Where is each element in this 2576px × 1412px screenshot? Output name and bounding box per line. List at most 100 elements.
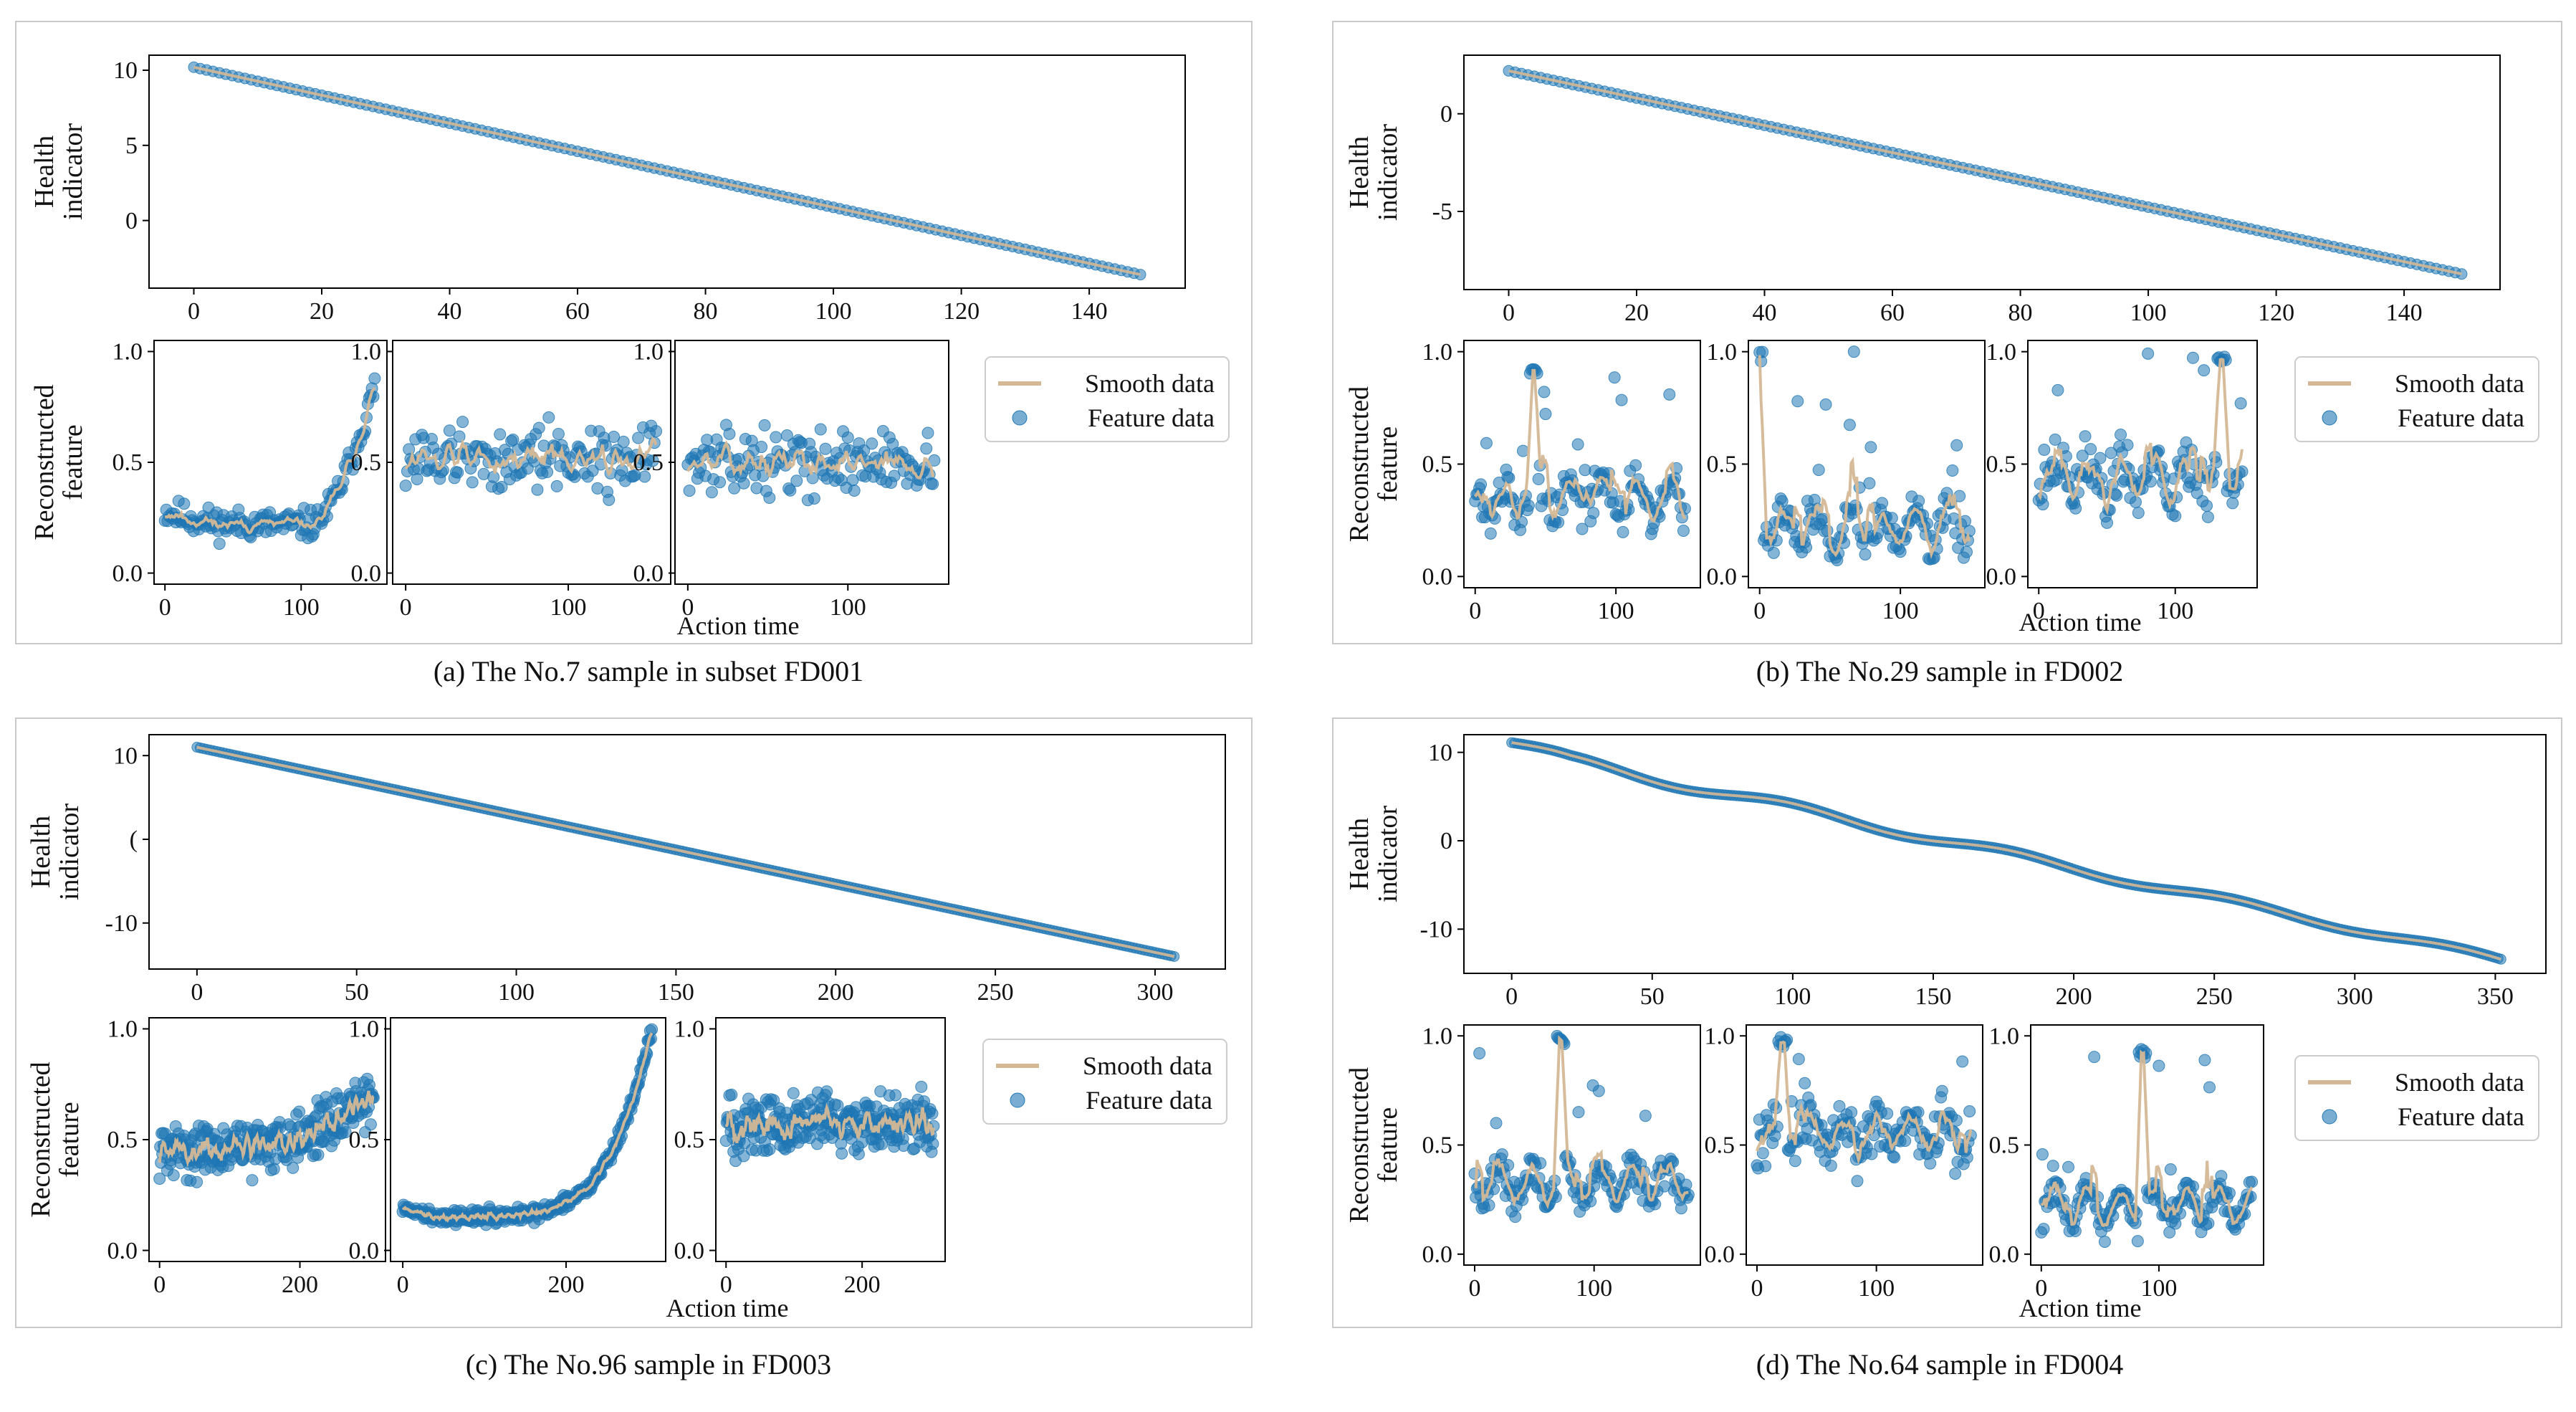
action-time-label: Action time: [2019, 1294, 2142, 1322]
recon-point: [2115, 428, 2127, 441]
recon-point: [586, 464, 599, 477]
recon-point: [780, 429, 793, 442]
recon-a-2-xtick-label: 0: [681, 594, 694, 621]
panel-border-c: [15, 717, 1253, 1328]
recon-b-1-ytick-label: 0.5: [1707, 452, 1738, 478]
legend-feature-label: Feature data: [1086, 1086, 1212, 1115]
recon-point: [1960, 545, 1973, 558]
health-b-xtick-label: 120: [2258, 300, 2294, 326]
recon-point: [178, 497, 191, 510]
recon-point: [814, 423, 827, 436]
recon-point: [638, 470, 651, 483]
recon-axis-label-line: Reconstructed: [1344, 1067, 1374, 1223]
health-b-axes-frame: [1463, 54, 2501, 290]
legend-feature-swatch: [2322, 1109, 2337, 1125]
recon-point: [820, 1085, 833, 1098]
health-axis-label-line: Health: [26, 816, 56, 888]
health-axis-label: Healthindicator: [1344, 806, 1403, 902]
recon-point: [2069, 502, 2082, 515]
recon-a-0-xtick-label: 0: [159, 594, 171, 621]
legend-feature-label: Feature data: [1088, 404, 1215, 432]
recon-b-2-xtick-label: 0: [2033, 598, 2045, 624]
recon-point: [1468, 1167, 1481, 1180]
recon-point: [1639, 1110, 1652, 1122]
recon-b-0-ytick-label: 0.0: [1422, 564, 1453, 591]
recon-d-2-xtick-label: 100: [2140, 1275, 2177, 1302]
recon-axis-label: Reconstructedfeature: [1344, 386, 1403, 542]
recon-point: [650, 425, 663, 438]
recon-point: [1847, 345, 1860, 358]
recon-point: [723, 427, 736, 440]
recon-point: [1859, 548, 1872, 560]
panel-border-b: [1332, 21, 2562, 644]
recon-point: [1845, 1106, 1858, 1119]
recon-point: [790, 474, 803, 487]
health-a-xtick-label: 100: [815, 298, 852, 325]
recon-b-1-xtick-label: 100: [1882, 598, 1919, 624]
legend-smooth-label: Smooth data: [2395, 369, 2524, 398]
recon-point: [453, 430, 466, 443]
health-b-xtick-label: 0: [1503, 300, 1515, 326]
recon-point: [1538, 386, 1551, 399]
recon-point: [2098, 1235, 2111, 1248]
recon-point: [714, 476, 727, 489]
recon-point: [1776, 495, 1789, 507]
health-a-xtick-label: 20: [310, 298, 334, 325]
health-d-ytick-label: 10: [1428, 740, 1452, 766]
recon-point: [2153, 1059, 2165, 1072]
recon-point: [2226, 497, 2239, 510]
recon-a-1-ytick-label: 0.5: [351, 449, 382, 476]
recon-point: [456, 416, 469, 429]
recon-point: [1876, 497, 1889, 510]
recon-b-1-ytick-label: 1.0: [1707, 339, 1738, 366]
recon-smooth-line: [164, 386, 376, 535]
health-points-a: [188, 61, 1146, 281]
recon-point: [920, 442, 933, 455]
recon-a-0-ytick-label: 1.0: [112, 339, 143, 366]
health-b-xtick-label: 20: [1624, 300, 1649, 326]
recon-point: [2062, 1160, 2075, 1173]
recon-point: [2036, 498, 2049, 511]
health-c-ytick-label: (: [130, 826, 138, 853]
legend-smooth-label: Smooth data: [1083, 1051, 1212, 1080]
recon-point: [1484, 527, 1497, 540]
recon-c-1-xtick-label: 0: [397, 1272, 409, 1298]
chart-group-c: 0 50 100 150 200 250 300 10 (-10 Healthindicator 0…: [15, 717, 1253, 1380]
recon-a-2-xtick-label: 100: [830, 594, 866, 621]
health-smooth-line: [1508, 69, 2462, 276]
recon-axis-label-line: Reconstructed: [29, 384, 59, 540]
recon-d-1-ytick-label: 0.0: [1705, 1241, 1735, 1268]
recon-point: [443, 424, 456, 437]
recon-point: [2201, 510, 2214, 523]
recon-point: [1963, 1105, 1976, 1117]
recon-point: [1480, 437, 1493, 449]
health-axis-label-line: indicator: [1373, 806, 1403, 902]
recon-point: [541, 466, 554, 479]
health-c-xtick-label: 0: [191, 979, 203, 1006]
recon-point: [2069, 1225, 2082, 1238]
recon-point: [1819, 398, 1832, 411]
recon-point: [835, 1147, 848, 1160]
recon-point: [1885, 512, 1898, 525]
recon-point: [755, 441, 768, 454]
recon-c-0-ytick-label: 1.0: [107, 1016, 138, 1043]
recon-point: [1824, 1159, 1837, 1172]
recon-point: [2079, 430, 2092, 443]
recon-point: [293, 1105, 306, 1118]
recon-point: [2037, 1223, 2050, 1236]
recon-point: [2246, 1175, 2259, 1188]
recon-point: [646, 454, 659, 467]
recon-a-1-xtick-label: 100: [550, 594, 587, 621]
recon-point: [507, 433, 519, 446]
recon-smooth-line: [1758, 355, 1971, 560]
recon-axis-label-line: feature: [54, 1102, 85, 1177]
recon-point: [819, 442, 832, 455]
recon-d-0-ytick-label: 0.5: [1422, 1132, 1453, 1159]
health-a-xtick-label: 60: [565, 298, 590, 325]
recon-smooth-line: [686, 440, 935, 480]
legend-feature-swatch: [1012, 410, 1028, 426]
legend-box: [985, 356, 1230, 442]
recon-point: [2164, 1163, 2177, 1175]
health-d-xtick-label: 100: [1774, 983, 1811, 1010]
recon-point: [2215, 1170, 2228, 1183]
